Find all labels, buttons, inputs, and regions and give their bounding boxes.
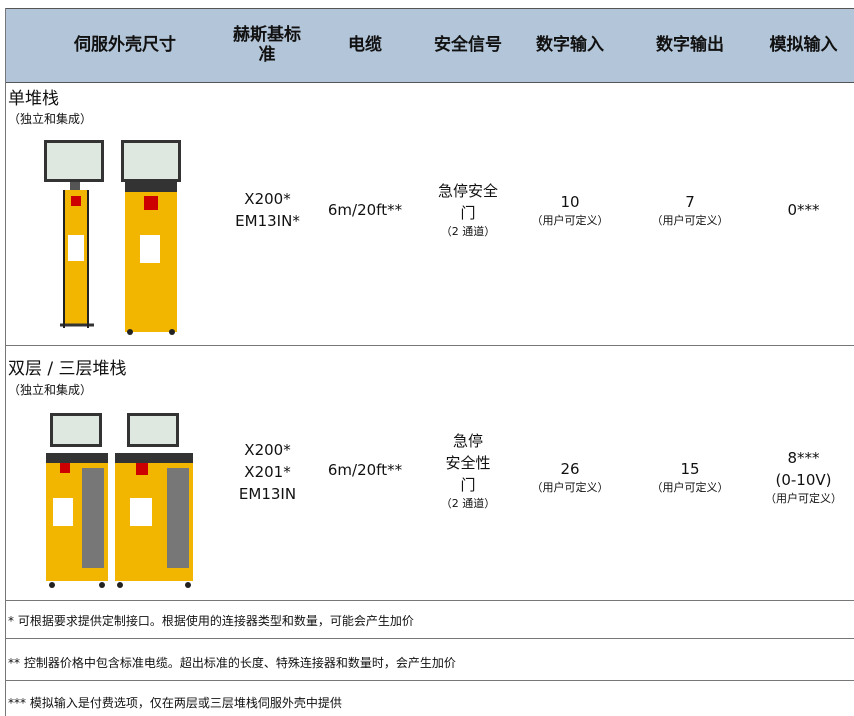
text: 10 [560,193,580,211]
cable-cell: 6m/20ft** [327,201,403,219]
header-cell: 电缆 [348,34,382,55]
text: X200* [244,441,291,459]
text: 7 [685,193,695,211]
row-divider [5,680,854,681]
text: 急停 [452,432,483,450]
safety-cell: 急停安全门 （2 通道） [420,170,516,250]
cable-cell: 6m/20ft** [327,461,403,479]
text: EM13IN* [235,212,300,230]
safety-cell: 急停安全性门 （2 通道） [420,418,516,524]
dout-cell: 15 （用户可定义） [640,452,740,502]
din-cell: 10 （用户可定义） [520,185,620,235]
dout-cell: 7 （用户可定义） [640,185,740,235]
header-cell: 赫斯基标准 [233,24,301,65]
text: 门 [460,204,476,222]
text: 门 [460,476,476,494]
text: 0*** [787,201,820,219]
text: 8*** [787,449,820,467]
standard-cell: X200* EM13IN* [225,180,310,240]
cabinet-image [44,140,181,335]
group-label: 双层 / 三层堆栈 [8,359,127,379]
row-divider [5,600,854,601]
footnote: ** 控制器价格中包含标准电缆。超出标准的长度、特殊连接器和数量时，会产生加价 [8,656,456,670]
standard-cell: X200* X201* EM13IN [225,432,310,512]
text: X201* [244,463,291,481]
header-cell: 安全信号 [434,34,502,55]
text: （用户可定义） [651,214,729,227]
row-divider [5,638,854,639]
header-cell: 模拟输入 [769,34,838,55]
text: （2 通道） [440,225,496,238]
group-label: 单堆栈 [8,89,59,109]
din-cell: 26 （用户可定义） [520,452,620,502]
text: （用户可定义） [651,481,729,494]
text: （用户可定义） [765,492,842,505]
border [5,8,6,716]
text: (0-10V) [775,471,832,489]
text: 26 [560,460,580,478]
footnote: * 可根据要求提供定制接口。根据使用的连接器类型和数量，可能会产生加价 [8,614,414,628]
header-bar [5,8,854,83]
text: 急停安全 [437,182,498,200]
row-divider [5,345,854,346]
group-note: （独立和集成） [8,383,93,397]
footnote: *** 模拟输入是付费选项，仅在两层或三层堆栈伺服外壳中提供 [8,696,342,710]
text: （2 通道） [440,497,496,510]
cabinet-image [46,413,193,588]
text: 15 [680,460,700,478]
group-note: （独立和集成） [8,112,93,126]
text: （用户可定义） [531,214,609,227]
text: X200* [244,190,291,208]
text: EM13IN [238,485,297,503]
text: 安全性 [445,454,491,472]
header-cell: 数字输入 [536,34,604,55]
ain-cell: 0*** [753,195,854,225]
header-cell: 数字输出 [656,34,724,55]
text: （用户可定义） [531,481,609,494]
header-cell: 伺服外壳尺寸 [74,34,176,55]
ain-cell: 8*** (0-10V) （用户可定义） [753,440,854,514]
